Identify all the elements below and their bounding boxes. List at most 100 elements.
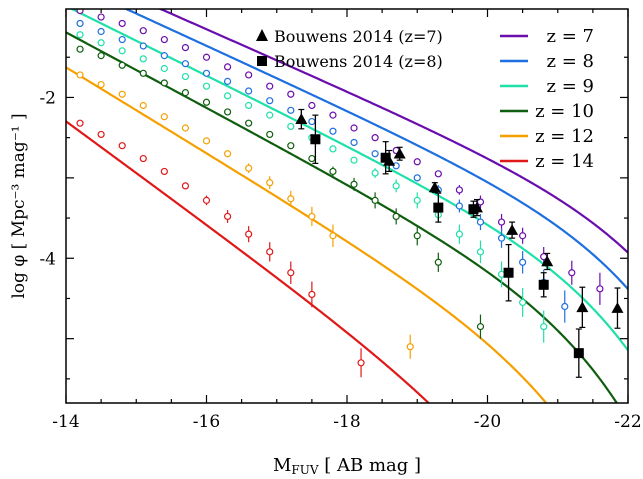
ticks-layer: -14 -16 -18 -20 -22 -2 -4 [39, 9, 642, 432]
data-point-z8 [118, 35, 126, 44]
data-point-z8 [350, 138, 358, 147]
data-point-z7 [181, 43, 190, 52]
data-point-z8 [519, 258, 527, 266]
data-point-z8 [308, 117, 316, 126]
plot-layer [66, 9, 628, 403]
y-axis-label: log φ [ Mpc⁻³ mag⁻¹ ] [9, 113, 29, 298]
data-point-z14 [202, 196, 211, 204]
data-point-z9 [519, 298, 527, 307]
data-point-z7 [223, 63, 232, 71]
x-tick-label: -20 [474, 412, 501, 432]
data-point-z8 [76, 19, 84, 28]
data-point-z10 [476, 323, 485, 331]
marker-bouwens-z7 [541, 255, 554, 267]
data-point-z12 [76, 71, 84, 79]
data-point-z9 [266, 111, 274, 119]
data-point-z7 [497, 218, 506, 226]
data-point-z12 [160, 113, 168, 121]
data-point-z10 [392, 212, 400, 221]
data-point-z10 [139, 69, 147, 77]
legend-label-obs: Bouwens 2014 (z=7) [274, 27, 443, 46]
marker-bouwens-z7 [295, 113, 308, 124]
fit-curve-z9 [69, 9, 628, 352]
data-point-z12 [287, 195, 295, 203]
data-point-z8 [160, 52, 168, 60]
data-point-z9 [371, 169, 379, 177]
data-point-z8 [181, 60, 190, 68]
legend: Bouwens 2014 (z=7) Bouwens 2014 (z=8) z = … [256, 26, 594, 172]
data-point-z10 [287, 142, 295, 150]
data-point-z14 [76, 119, 84, 127]
data-point-z9 [476, 248, 485, 256]
data-point-z14 [245, 230, 253, 238]
x-axis-label: MFUV [ AB mag ] [273, 455, 421, 477]
data-point-z10 [266, 130, 274, 139]
data-point-z9 [97, 39, 105, 47]
data-point-z14 [160, 167, 168, 176]
data-point-z7 [329, 111, 337, 119]
data-point-z10 [181, 89, 190, 97]
data-point-z9 [160, 64, 168, 73]
legend-label-z9: z = 9 [547, 76, 594, 97]
data-point-z8 [97, 27, 105, 36]
data-point-z10 [160, 79, 168, 87]
marker-bouwens-z8 [310, 134, 321, 145]
data-point-z10 [434, 258, 442, 266]
data-point-z7 [568, 269, 576, 277]
data-point-z8 [202, 69, 211, 77]
data-point-z7 [139, 27, 147, 35]
data-point-z14 [97, 130, 105, 139]
data-point-z7 [596, 285, 604, 293]
data-point-z7 [76, 9, 84, 15]
fit-curve-z10 [66, 31, 619, 403]
marker-bouwens-z7 [611, 302, 624, 313]
data-point-z10 [308, 154, 316, 163]
legend-marker-bouwens-z7 [256, 29, 268, 41]
x-tick-label: -18 [333, 412, 360, 432]
data-point-z10 [245, 119, 253, 127]
data-point-z12 [308, 212, 316, 221]
fit-curve-z8 [123, 9, 628, 290]
marker-bouwens-z7 [506, 224, 519, 235]
data-point-z9 [329, 145, 337, 153]
legend-label-z8: z = 8 [547, 51, 594, 72]
data-point-z9 [455, 230, 463, 238]
data-point-z14 [223, 212, 232, 221]
marker-bouwens-z7 [393, 147, 406, 159]
data-point-z7 [413, 158, 421, 166]
marker-bouwens-z8 [468, 204, 479, 215]
data-point-z12 [223, 150, 232, 158]
data-point-z8 [245, 87, 253, 95]
data-point-z7 [350, 124, 358, 132]
data-point-z7 [97, 13, 105, 21]
data-point-z7 [287, 90, 295, 98]
data-point-z7 [519, 232, 527, 240]
data-point-z10 [97, 52, 105, 60]
data-point-z10 [350, 180, 358, 188]
data-point-z14 [118, 142, 126, 150]
data-point-z12 [97, 80, 105, 89]
data-point-z8 [266, 97, 274, 105]
data-point-z9 [223, 92, 232, 100]
marker-bouwens-z8 [380, 152, 391, 163]
marker-bouwens-z8 [433, 202, 444, 213]
legend-label-z10: z = 10 [535, 101, 594, 122]
data-point-z10 [223, 108, 232, 116]
data-point-z12 [118, 90, 126, 98]
x-tick-label: -22 [614, 412, 641, 432]
data-point-z9 [413, 196, 421, 204]
legend-label-obs: Bouwens 2014 (z=8) [274, 52, 443, 71]
data-point-z8 [392, 162, 400, 170]
x-tick-label: -14 [52, 412, 79, 432]
fit-curve-z7 [157, 9, 628, 254]
data-point-z9 [139, 55, 147, 63]
data-point-z14 [266, 248, 274, 256]
y-tick-label: -4 [39, 249, 56, 269]
data-point-z8 [497, 234, 506, 242]
x-tick-label: -16 [193, 412, 220, 432]
marker-bouwens-z7 [428, 181, 441, 193]
data-point-z10 [118, 61, 126, 69]
legend-label-z14: z = 14 [535, 151, 594, 172]
data-point-z12 [245, 164, 253, 172]
